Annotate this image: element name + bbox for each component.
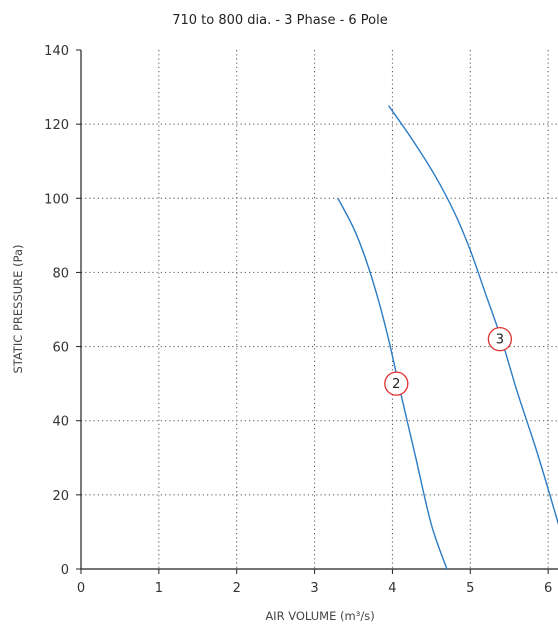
ticks: 01234567020406080100120140 bbox=[44, 44, 552, 596]
series-line-2 bbox=[337, 197, 448, 570]
x-axis-label: AIR VOLUME (m³/s) bbox=[265, 609, 374, 623]
series-label-2: 2 bbox=[392, 377, 400, 392]
series-label-3: 3 bbox=[496, 333, 504, 348]
y-tick-label: 80 bbox=[52, 266, 69, 281]
x-tick-label: 4 bbox=[388, 581, 396, 596]
y-tick-label: 40 bbox=[52, 415, 69, 430]
series-line-3 bbox=[387, 105, 558, 526]
chart-title: 710 to 800 dia. - 3 Phase - 6 Pole bbox=[172, 13, 388, 28]
y-axis-label: STATIC PRESSURE (Pa) bbox=[11, 244, 25, 373]
x-tick-label: 3 bbox=[310, 581, 318, 596]
x-tick-label: 5 bbox=[466, 581, 474, 596]
x-tick-label: 6 bbox=[544, 581, 552, 596]
x-tick-label: 1 bbox=[155, 581, 163, 596]
grid bbox=[81, 50, 558, 569]
x-tick-label: 0 bbox=[77, 581, 85, 596]
series-label-circle-3 bbox=[487, 327, 513, 352]
y-tick-label: 20 bbox=[52, 489, 69, 504]
y-tick-label: 120 bbox=[44, 118, 69, 133]
y-tick-label: 60 bbox=[52, 341, 69, 356]
series-label-circle-2 bbox=[384, 371, 409, 396]
series: 23 bbox=[337, 105, 558, 570]
y-tick-label: 140 bbox=[44, 44, 69, 59]
x-tick-label: 2 bbox=[233, 581, 241, 596]
y-tick-label: 100 bbox=[44, 192, 69, 207]
y-tick-label: 0 bbox=[61, 563, 69, 578]
